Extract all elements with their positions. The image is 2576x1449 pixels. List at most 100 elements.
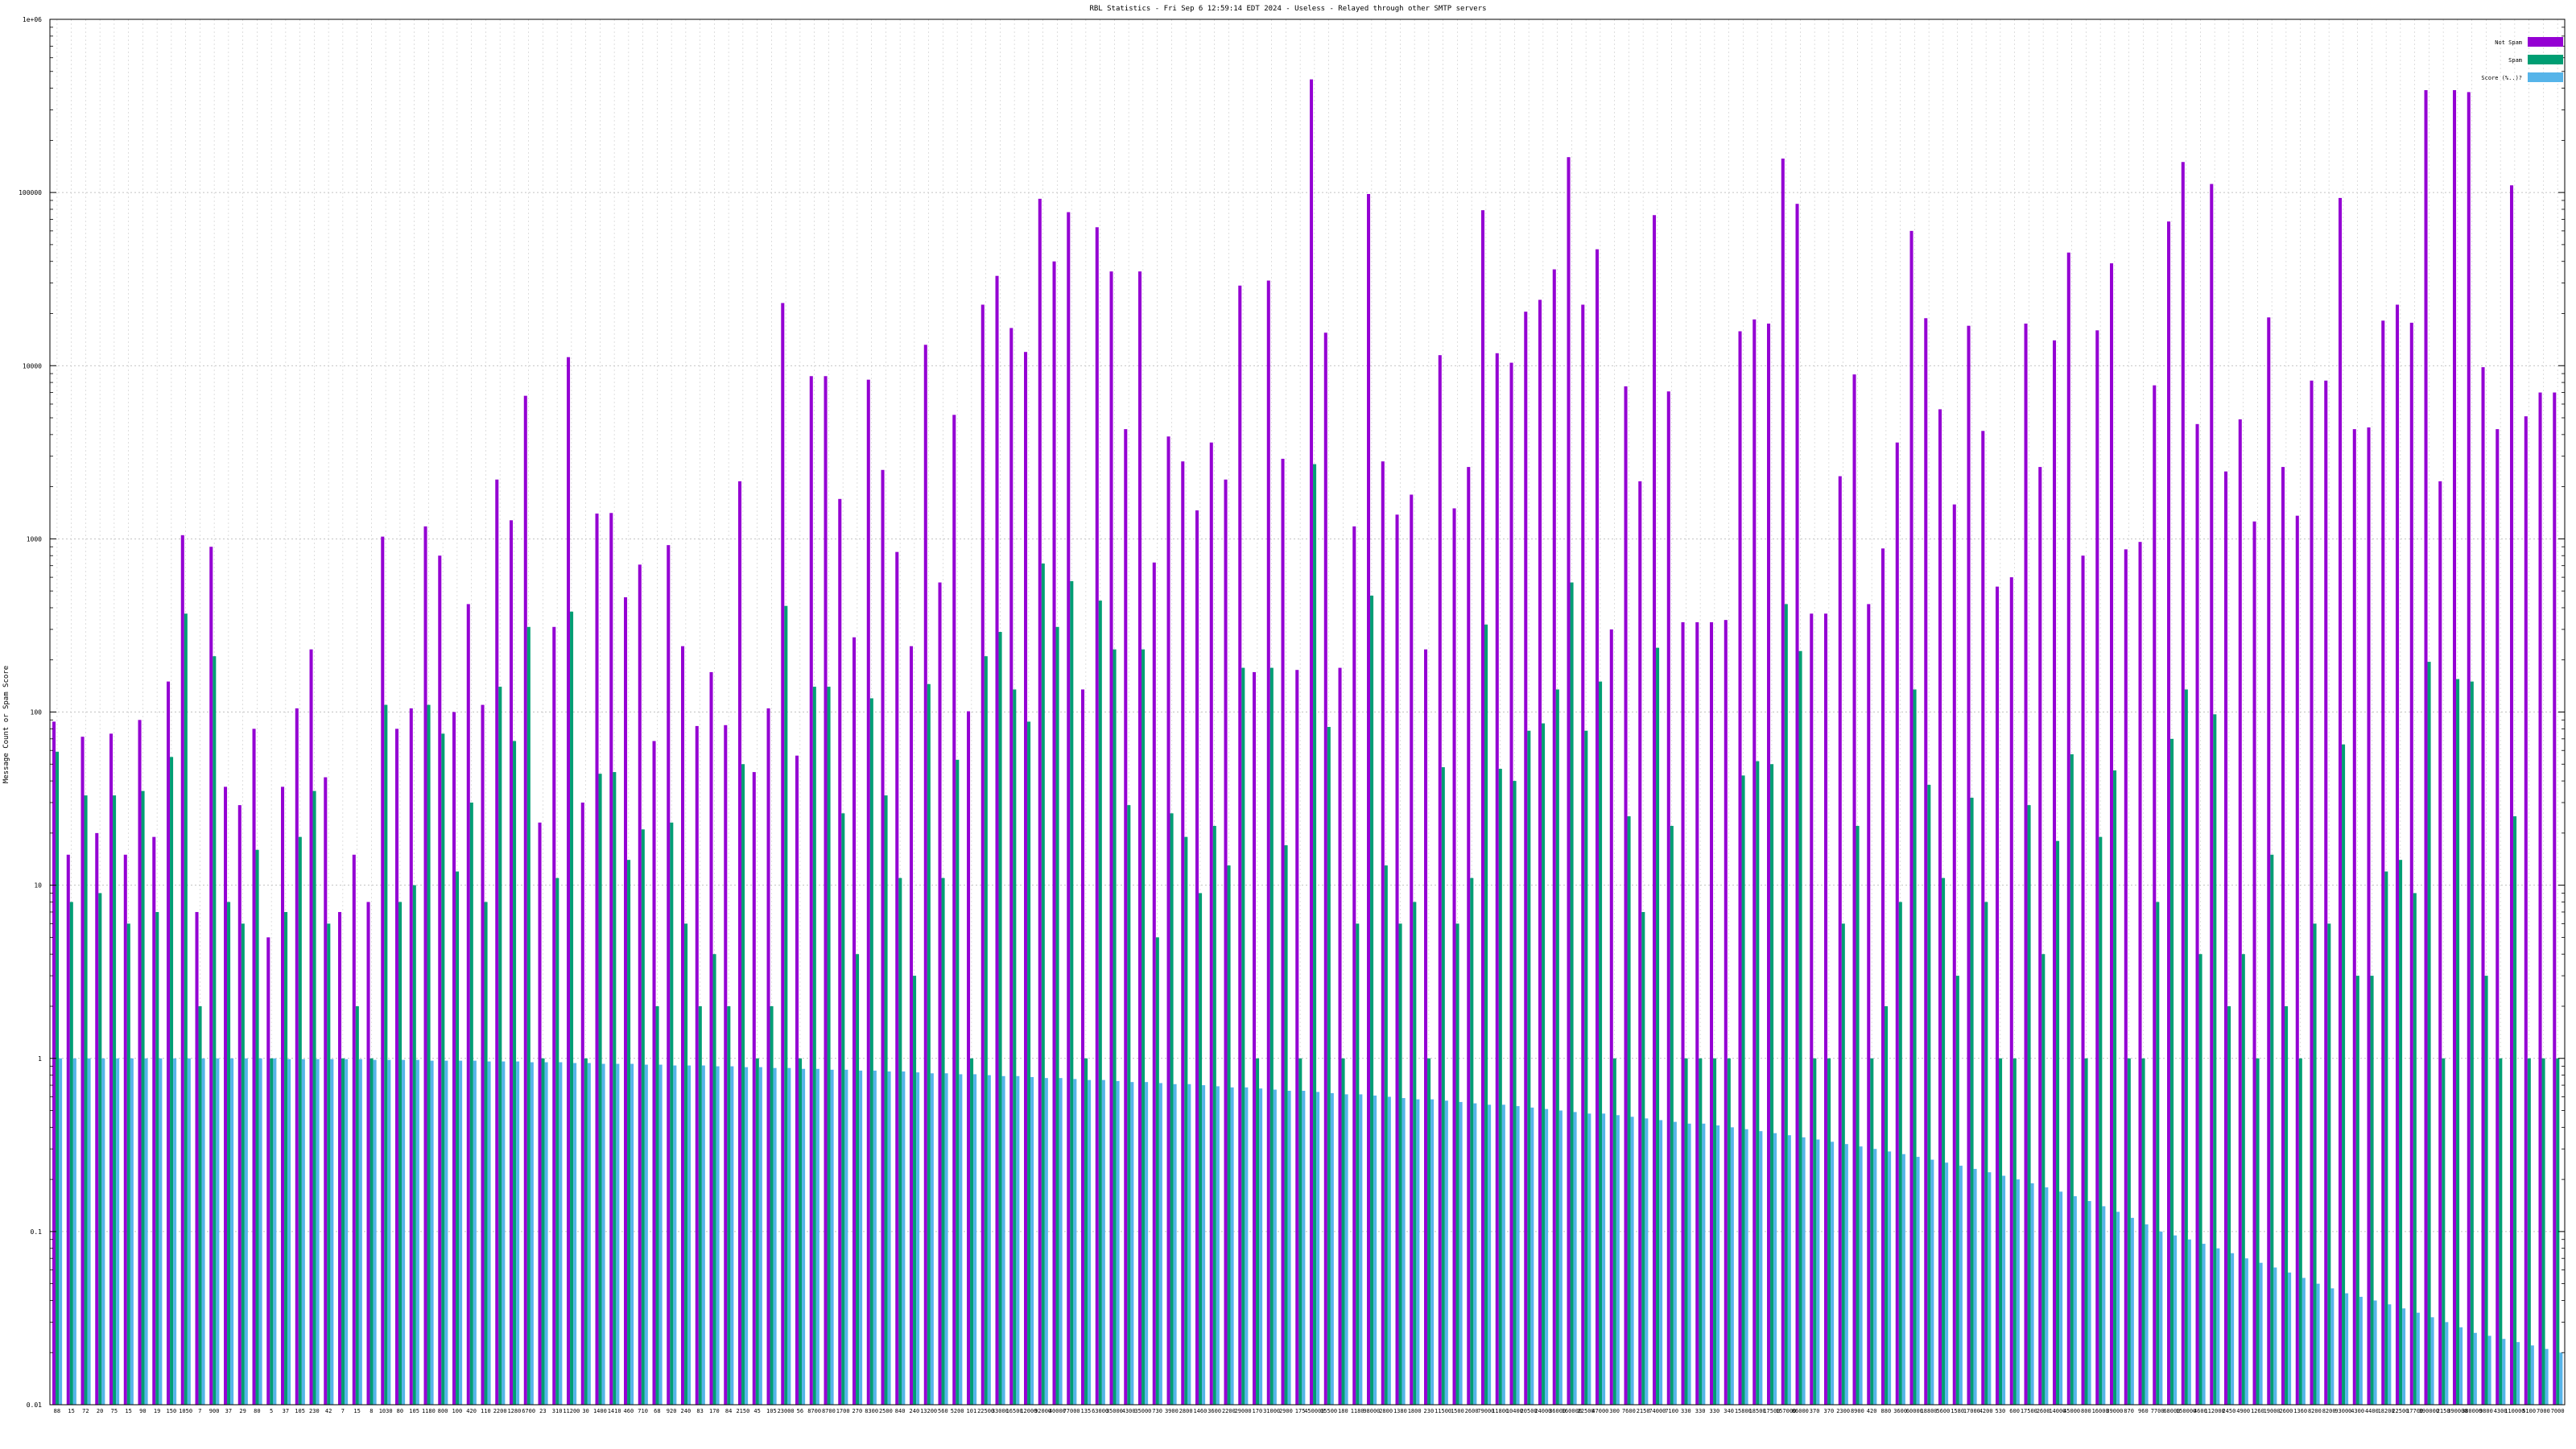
x-tick-label: 22500 <box>1578 1408 1595 1414</box>
bar-score <box>1202 1085 1206 1405</box>
x-tick-label: 560 <box>938 1408 948 1414</box>
x-tick-label: 10400 <box>1506 1408 1523 1414</box>
bar-score <box>230 1058 234 1405</box>
y-tick-label: 0.1 <box>31 1228 43 1236</box>
bar-not-spam <box>1352 526 1356 1405</box>
bar-not-spam <box>1438 355 1442 1405</box>
bar-score <box>2559 1352 2563 1405</box>
x-tick-label: 8200 <box>2322 1408 2336 1414</box>
bar-not-spam <box>2224 471 2228 1405</box>
bar-spam <box>2355 976 2359 1405</box>
bar-spam <box>2413 893 2417 1405</box>
bar-spam <box>2141 1058 2145 1405</box>
bar-score <box>316 1059 320 1405</box>
bar-not-spam <box>237 805 242 1405</box>
bar-score <box>1073 1079 1077 1405</box>
bar-score <box>1116 1080 1120 1405</box>
bar-spam <box>799 1058 803 1405</box>
x-tick-label: 17500 <box>1763 1408 1780 1414</box>
bar-not-spam <box>538 822 542 1405</box>
bar-not-spam <box>1524 312 1528 1405</box>
x-tick-label: 100 <box>452 1408 463 1414</box>
bar-spam <box>2013 1058 2017 1405</box>
x-tick-label: 7600 <box>1622 1408 1636 1414</box>
bar-spam <box>1542 723 1546 1405</box>
bar-not-spam <box>809 376 813 1405</box>
bar-not-spam <box>2396 304 2400 1406</box>
bar-not-spam <box>1952 504 1956 1405</box>
bar-score <box>802 1068 806 1405</box>
bar-not-spam <box>195 911 199 1405</box>
bar-spam <box>298 836 302 1405</box>
x-tick-label: 19000 <box>2264 1408 2281 1414</box>
bar-score <box>2002 1175 2006 1405</box>
bar-not-spam <box>2553 392 2557 1406</box>
bar-not-spam <box>1081 689 1085 1405</box>
bar-score <box>2045 1187 2049 1405</box>
x-tick-label: 1380 <box>1393 1408 1407 1414</box>
bar-spam <box>869 698 873 1405</box>
bar-spam <box>2470 681 2474 1405</box>
bar-spam <box>2513 816 2517 1405</box>
bar-spam <box>1684 1058 1688 1405</box>
x-tick-label: 150 <box>167 1408 177 1414</box>
bar-score <box>530 1062 534 1405</box>
bar-score <box>1859 1146 1863 1405</box>
bar-score <box>430 1060 434 1405</box>
x-tick-label: 370 <box>1810 1408 1820 1414</box>
x-tick-label: 105 <box>295 1408 305 1414</box>
bar-not-spam <box>281 786 285 1405</box>
bar-score <box>1158 1083 1162 1405</box>
x-tick-label: 11200 <box>563 1408 580 1414</box>
bar-spam <box>541 1058 545 1405</box>
bar-not-spam <box>295 708 299 1405</box>
x-tick-label: 31000 <box>1263 1408 1280 1414</box>
x-tick-label: 800 <box>438 1408 448 1414</box>
x-tick-label: 330 <box>1710 1408 1720 1414</box>
bar-score <box>1088 1080 1092 1405</box>
x-tick-label: 105 <box>409 1408 419 1414</box>
bar-spam <box>1713 1058 1717 1405</box>
x-tick-label: 2450 <box>2222 1408 2235 1414</box>
x-tick-label: 22500 <box>977 1408 994 1414</box>
bar-not-spam <box>180 535 184 1405</box>
bar-spam <box>1498 769 1502 1405</box>
bar-not-spam <box>224 786 228 1405</box>
bar-spam <box>412 885 416 1405</box>
bar-not-spam <box>1124 429 1128 1405</box>
x-tick-label: 8200 <box>2308 1408 2322 1414</box>
x-tick-label: 8 <box>369 1408 373 1414</box>
bar-not-spam <box>1738 331 1742 1405</box>
bar-spam <box>1041 564 1045 1405</box>
x-tick-label: 420 <box>466 1408 477 1414</box>
bar-spam <box>384 704 388 1405</box>
bar-score <box>2216 1248 2220 1405</box>
bar-not-spam <box>2167 221 2171 1406</box>
y-axis-label: Message Count or Spam Score <box>2 666 10 783</box>
bar-score <box>2030 1183 2034 1405</box>
x-tick-label: 6700 <box>522 1408 535 1414</box>
bar-score <box>2473 1332 2477 1405</box>
x-tick-label: 42 <box>325 1408 332 1414</box>
x-tick-label: 39000 <box>2106 1408 2123 1414</box>
x-tick-label: 15 <box>353 1408 360 1414</box>
bar-spam <box>1256 1058 1260 1405</box>
bar-score <box>1173 1084 1177 1405</box>
bar-spam <box>526 626 530 1405</box>
x-tick-label: 110000 <box>2504 1408 2524 1414</box>
bar-score <box>2187 1239 2191 1405</box>
x-tick-label: 77000 <box>1063 1408 1080 1414</box>
bar-score <box>1016 1075 1020 1405</box>
x-tick-label: 80 <box>254 1408 260 1414</box>
bar-score <box>1844 1144 1848 1405</box>
bar-score <box>1330 1092 1334 1405</box>
bar-not-spam <box>2339 197 2343 1405</box>
x-tick-label: 11500 <box>1435 1408 1451 1414</box>
bar-not-spam <box>1067 212 1071 1405</box>
bar-spam <box>469 802 473 1405</box>
y-tick-label: 100 <box>31 709 43 716</box>
bar-not-spam <box>667 545 671 1405</box>
bar-not-spam <box>1596 249 1600 1406</box>
bar-not-spam <box>2138 542 2142 1405</box>
bar-score <box>130 1058 134 1405</box>
